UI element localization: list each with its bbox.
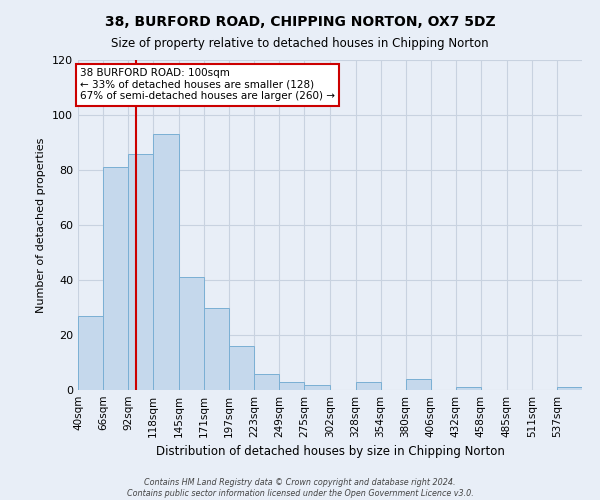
Bar (280, 382, 304, 390)
Bar (356, 382, 380, 390)
Bar (304, 384, 331, 390)
Bar (456, 387, 481, 390)
Bar (254, 374, 280, 390)
Bar (103, 167, 128, 390)
Bar (179, 277, 204, 390)
Bar (204, 308, 229, 390)
Bar (557, 387, 582, 390)
Bar (78, 316, 103, 390)
Y-axis label: Number of detached properties: Number of detached properties (37, 138, 46, 312)
Text: Contains HM Land Registry data © Crown copyright and database right 2024.
Contai: Contains HM Land Registry data © Crown c… (127, 478, 473, 498)
Text: Size of property relative to detached houses in Chipping Norton: Size of property relative to detached ho… (111, 38, 489, 51)
Text: 38, BURFORD ROAD, CHIPPING NORTON, OX7 5DZ: 38, BURFORD ROAD, CHIPPING NORTON, OX7 5… (104, 15, 496, 29)
Bar (153, 134, 179, 390)
Text: 38 BURFORD ROAD: 100sqm
← 33% of detached houses are smaller (128)
67% of semi-d: 38 BURFORD ROAD: 100sqm ← 33% of detache… (80, 68, 335, 102)
Bar (128, 154, 153, 390)
Bar (406, 379, 431, 390)
Bar (229, 346, 254, 390)
X-axis label: Distribution of detached houses by size in Chipping Norton: Distribution of detached houses by size … (155, 446, 505, 458)
